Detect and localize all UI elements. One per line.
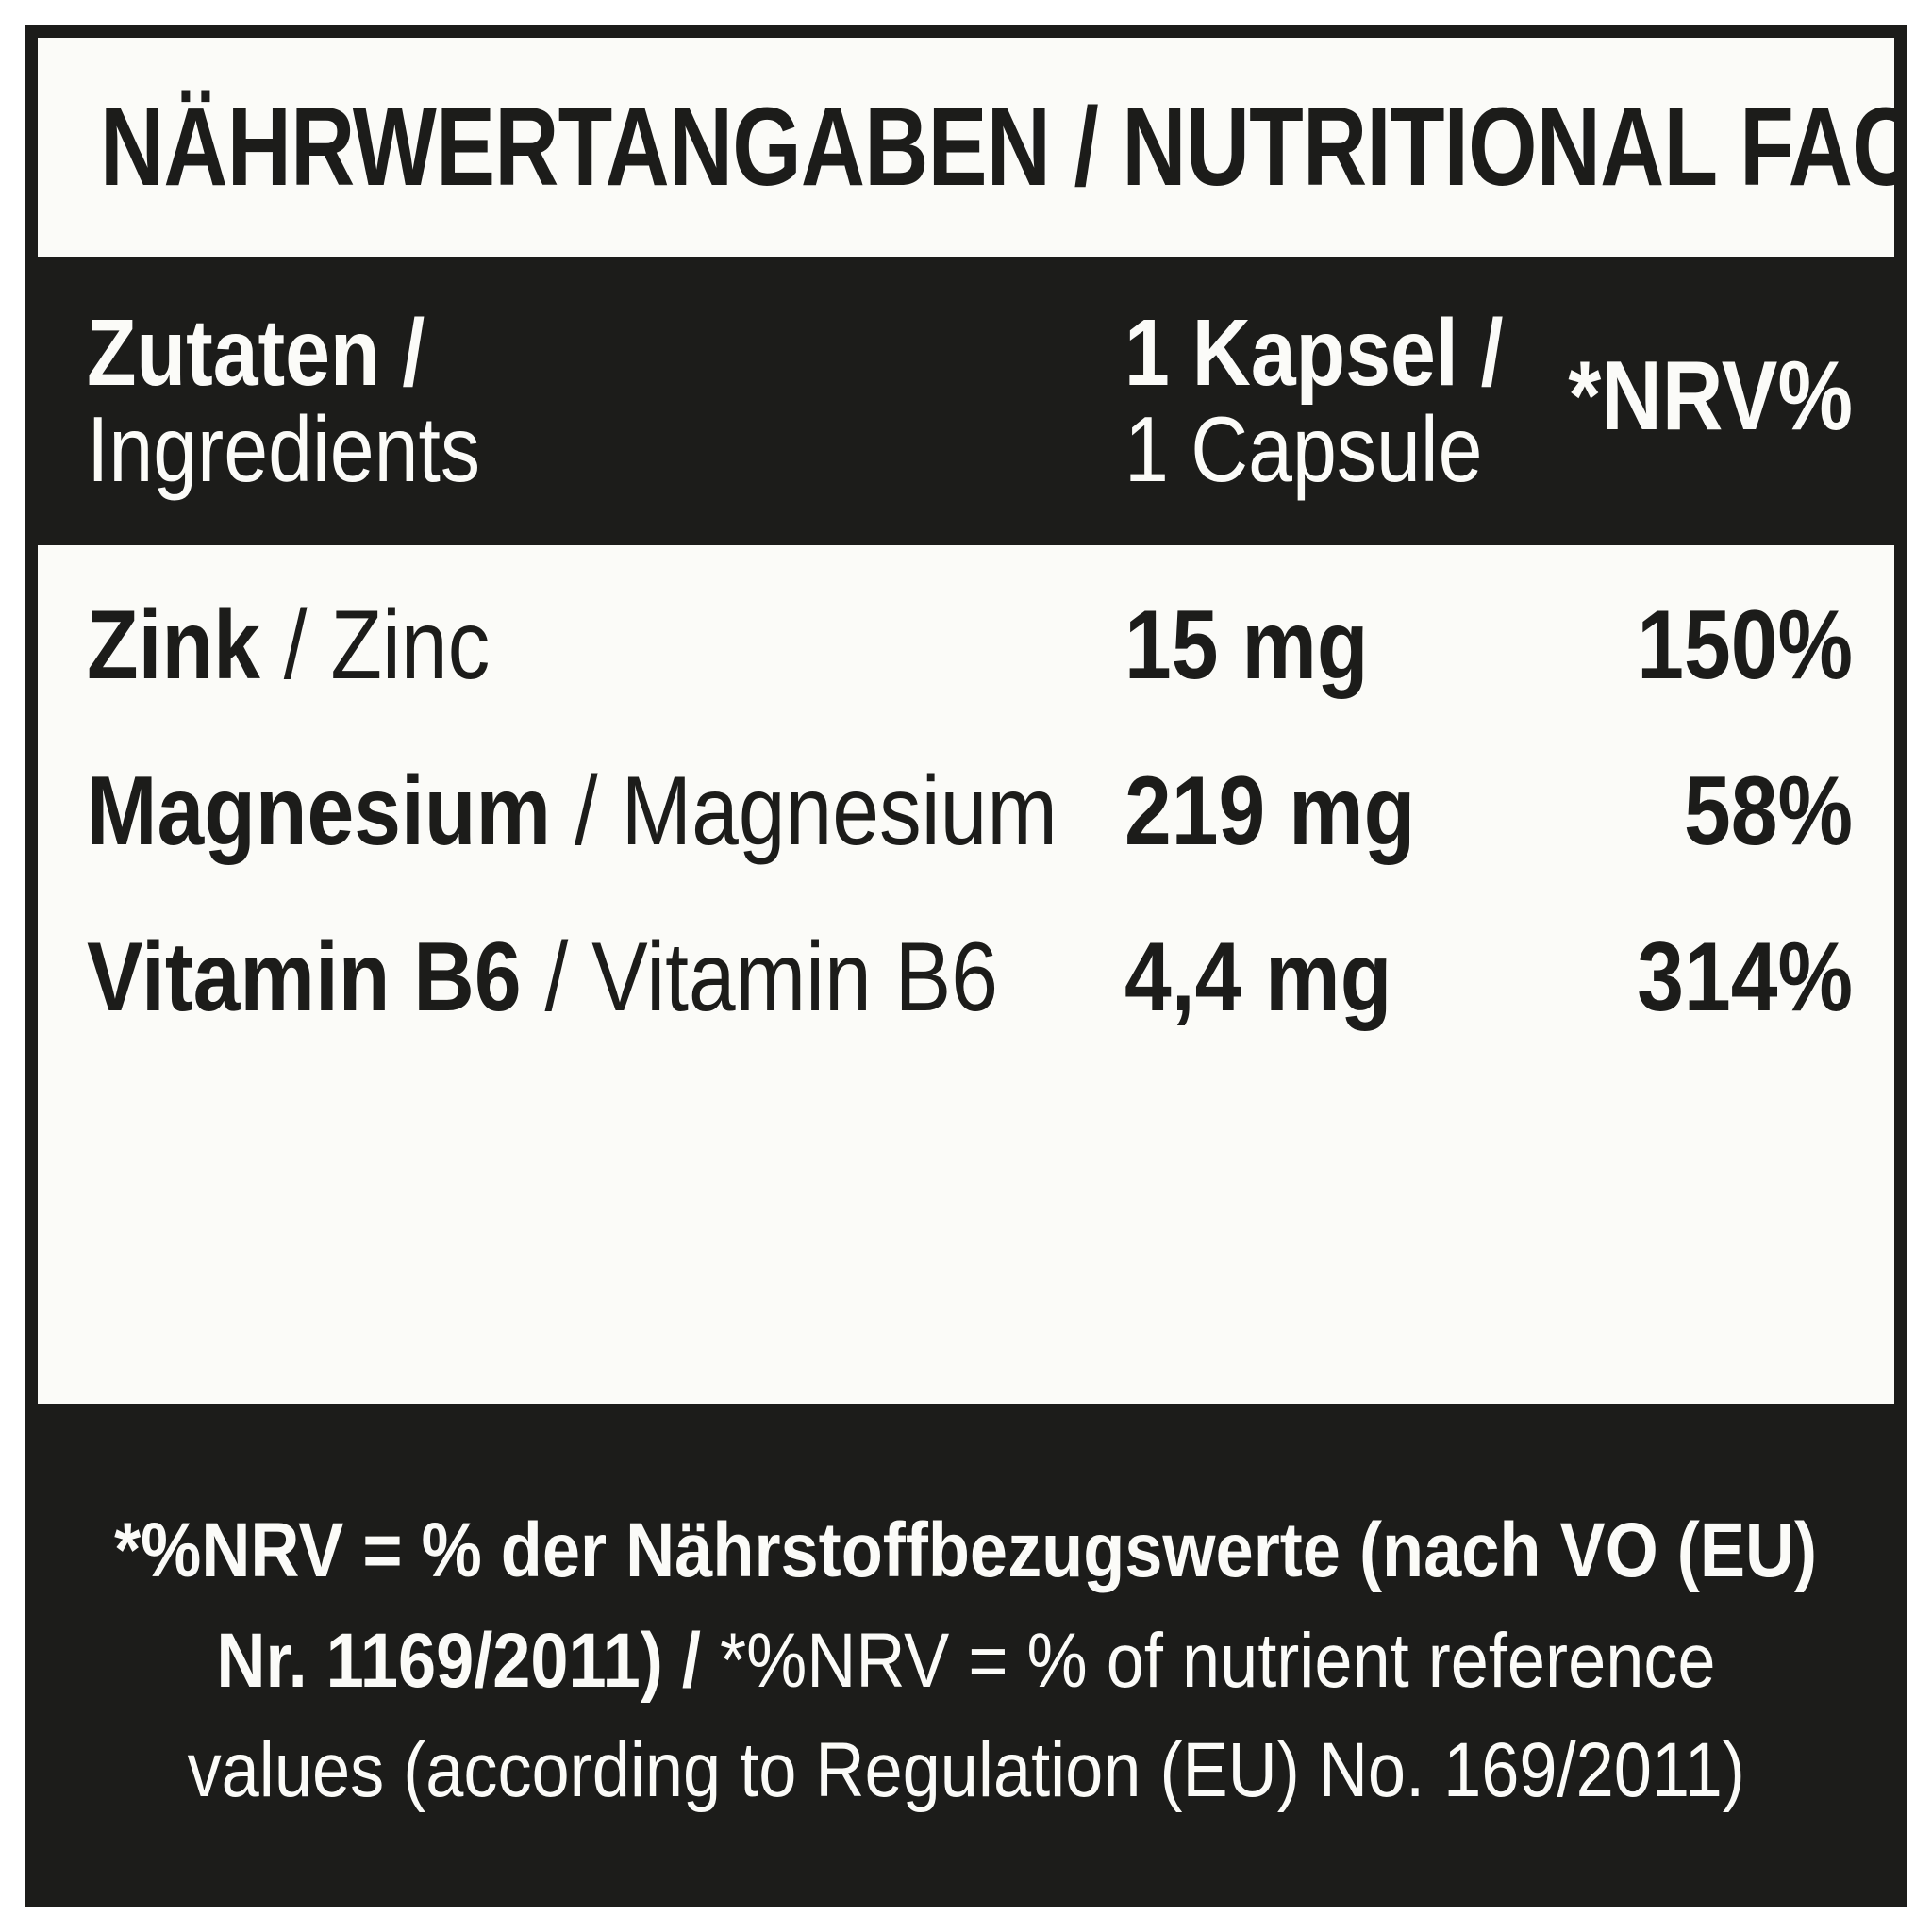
nutrient-name: Zink / Zinc	[87, 596, 979, 694]
nutrient-nrv: 314%	[1637, 923, 1853, 1032]
page-title: NÄHRWERTANGABEN / NUTRITIONAL FACTS	[100, 85, 1907, 209]
column-header-nrv: *NRV%	[1568, 341, 1853, 451]
table-row: Zink / Zinc 15 mg 150%	[87, 596, 1853, 762]
nutrient-name: Magnesium / Magnesium	[87, 762, 1058, 860]
nutrient-name-en: Zinc	[330, 591, 491, 700]
nutrition-facts-panel: NÄHRWERTANGABEN / NUTRITIONAL FACTS Zuta…	[25, 25, 1907, 1907]
nutrient-nrv: 150%	[1637, 591, 1853, 700]
nutrient-name-de: Magnesium	[87, 757, 552, 866]
table-row: Vitamin B6 / Vitamin B6 4,4 mg 314%	[87, 928, 1853, 1094]
footnote-line-3-text: values (according to Regulation (EU) No.…	[187, 1727, 1745, 1814]
column-header-ingredients-de: Zutaten /	[87, 300, 425, 407]
column-header-ingredients-en: Ingredients	[87, 397, 481, 502]
title-band: NÄHRWERTANGABEN / NUTRITIONAL FACTS	[38, 38, 1894, 257]
nutrient-name-en: Vitamin B6	[591, 923, 999, 1032]
column-header-ingredients: Zutaten / Ingredients	[87, 304, 979, 498]
footnote-line-3: values (according to Regulation (EU) No.…	[187, 1716, 1744, 1825]
nutrient-name-separator: /	[551, 757, 622, 866]
nutrient-amount: 15 mg	[1124, 591, 1369, 700]
nutrient-nrv: 58%	[1683, 757, 1853, 866]
footnote-line-2-regular-text: *%NRV = % of nutrient reference	[720, 1617, 1716, 1704]
nutrient-name-separator: /	[259, 591, 331, 700]
column-header-serving-en: 1 Capsule	[1124, 397, 1483, 502]
nutrient-name: Vitamin B6 / Vitamin B6	[87, 928, 998, 1026]
nutrient-amount: 219 mg	[1124, 757, 1416, 866]
table-row: Magnesium / Magnesium 219 mg 58%	[87, 762, 1853, 928]
nutrient-name-de: Zink	[87, 591, 260, 700]
footnote-band: *%NRV = % der Nährstoffbezugswerte (nach…	[38, 1404, 1894, 1894]
nutrient-name-de: Vitamin B6	[87, 923, 522, 1032]
footnote-line-1: *%NRV = % der Nährstoffbezugswerte (nach…	[114, 1496, 1817, 1606]
nutrient-name-separator: /	[521, 923, 592, 1032]
footnote-line-2-bold-text: Nr. 1169/2011) /	[216, 1617, 721, 1704]
footnote-line-1-text: *%NRV = % der Nährstoffbezugswerte (nach…	[114, 1507, 1818, 1594]
nutrient-amount: 4,4 mg	[1124, 923, 1392, 1032]
column-header-serving: 1 Kapsel / 1 Capsule	[1124, 304, 1504, 498]
nutrient-name-en: Magnesium	[621, 757, 1058, 866]
column-header-row: Zutaten / Ingredients 1 Kapsel / 1 Capsu…	[38, 257, 1894, 545]
footnote-line-2: Nr. 1169/2011) / *%NRV = % of nutrient r…	[216, 1607, 1715, 1716]
column-header-serving-de: 1 Kapsel /	[1124, 300, 1504, 407]
nutrient-table-body: Zink / Zinc 15 mg 150% Magnesium / Magne…	[38, 545, 1894, 1404]
